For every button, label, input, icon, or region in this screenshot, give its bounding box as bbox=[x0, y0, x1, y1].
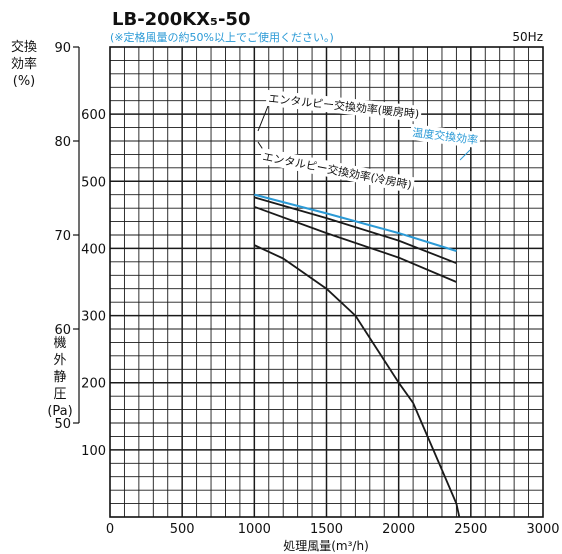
pressure-axis-label-line: 機 bbox=[53, 336, 66, 351]
pressure-axis-ticks: 600 500 400 300 200 100 bbox=[81, 108, 106, 459]
heating-leader-line bbox=[257, 105, 269, 132]
plot-frame bbox=[109, 46, 544, 518]
pressure-tick-label: 100 bbox=[81, 444, 106, 459]
efficiency-axis-ticks: 90 80 70 60 50 bbox=[54, 41, 80, 432]
grid bbox=[110, 47, 543, 517]
enthalpy-heating-line bbox=[254, 196, 457, 265]
efficiency-tick-label: 60 bbox=[54, 323, 71, 338]
efficiency-tick-label: 80 bbox=[54, 135, 71, 150]
efficiency-axis-label-line: (%) bbox=[13, 74, 36, 89]
static-pressure-line bbox=[253, 244, 461, 518]
series-label-background bbox=[259, 147, 416, 194]
efficiency-tick-label: 70 bbox=[54, 229, 71, 244]
series-label-background bbox=[409, 123, 481, 149]
chart-subtitle: (※定格風量の約50%以上でご使用ください。) bbox=[110, 30, 334, 44]
x-axis-ticks: 0 500 1000 1500 2000 2500 3000 bbox=[106, 522, 560, 537]
pressure-axis-label-line: 静 bbox=[53, 370, 66, 385]
pressure-tick-label: 500 bbox=[81, 175, 106, 190]
pressure-axis-label-line: 外 bbox=[53, 353, 66, 368]
temperature-exchange-line bbox=[254, 193, 457, 252]
efficiency-tick-label: 90 bbox=[54, 41, 71, 56]
pressure-axis-label-line: 圧 bbox=[53, 387, 66, 402]
x-tick-label: 3000 bbox=[526, 522, 559, 537]
efficiency-axis-label: 交換効率 (%) bbox=[11, 39, 37, 89]
series-lines bbox=[253, 193, 461, 518]
series-label-enthalpy-heating: エンタルピー交換効率(暖房時) bbox=[268, 91, 420, 121]
x-axis-label: 処理風量(m³/h) bbox=[283, 539, 369, 553]
pressure-axis-label-line: (Pa) bbox=[47, 404, 72, 419]
pressure-tick-label: 400 bbox=[81, 242, 106, 257]
pressure-tick-label: 600 bbox=[81, 108, 106, 123]
series-label-background bbox=[265, 89, 423, 123]
chart-title: LB-200KX₅-50 bbox=[112, 9, 250, 30]
x-tick-label: 1000 bbox=[238, 522, 271, 537]
x-tick-label: 1500 bbox=[310, 522, 343, 537]
pressure-tick-label: 300 bbox=[81, 310, 106, 325]
efficiency-axis-label-line: 交換 bbox=[11, 39, 37, 55]
temperature-leader-line bbox=[459, 149, 471, 161]
efficiency-tick-label: 50 bbox=[54, 417, 71, 432]
efficiency-axis-label-line: 効率 bbox=[11, 56, 37, 72]
x-tick-label: 2500 bbox=[454, 522, 487, 537]
enthalpy-cooling-line bbox=[253, 205, 457, 283]
x-tick-label: 500 bbox=[170, 522, 195, 537]
series-label-enthalpy-cooling: エンタルピー交換効率(冷房時) bbox=[261, 149, 412, 192]
pressure-tick-label: 200 bbox=[81, 377, 106, 392]
x-tick-label: 0 bbox=[106, 522, 114, 537]
frequency-label: 50Hz bbox=[512, 30, 543, 44]
x-tick-label: 2000 bbox=[382, 522, 415, 537]
